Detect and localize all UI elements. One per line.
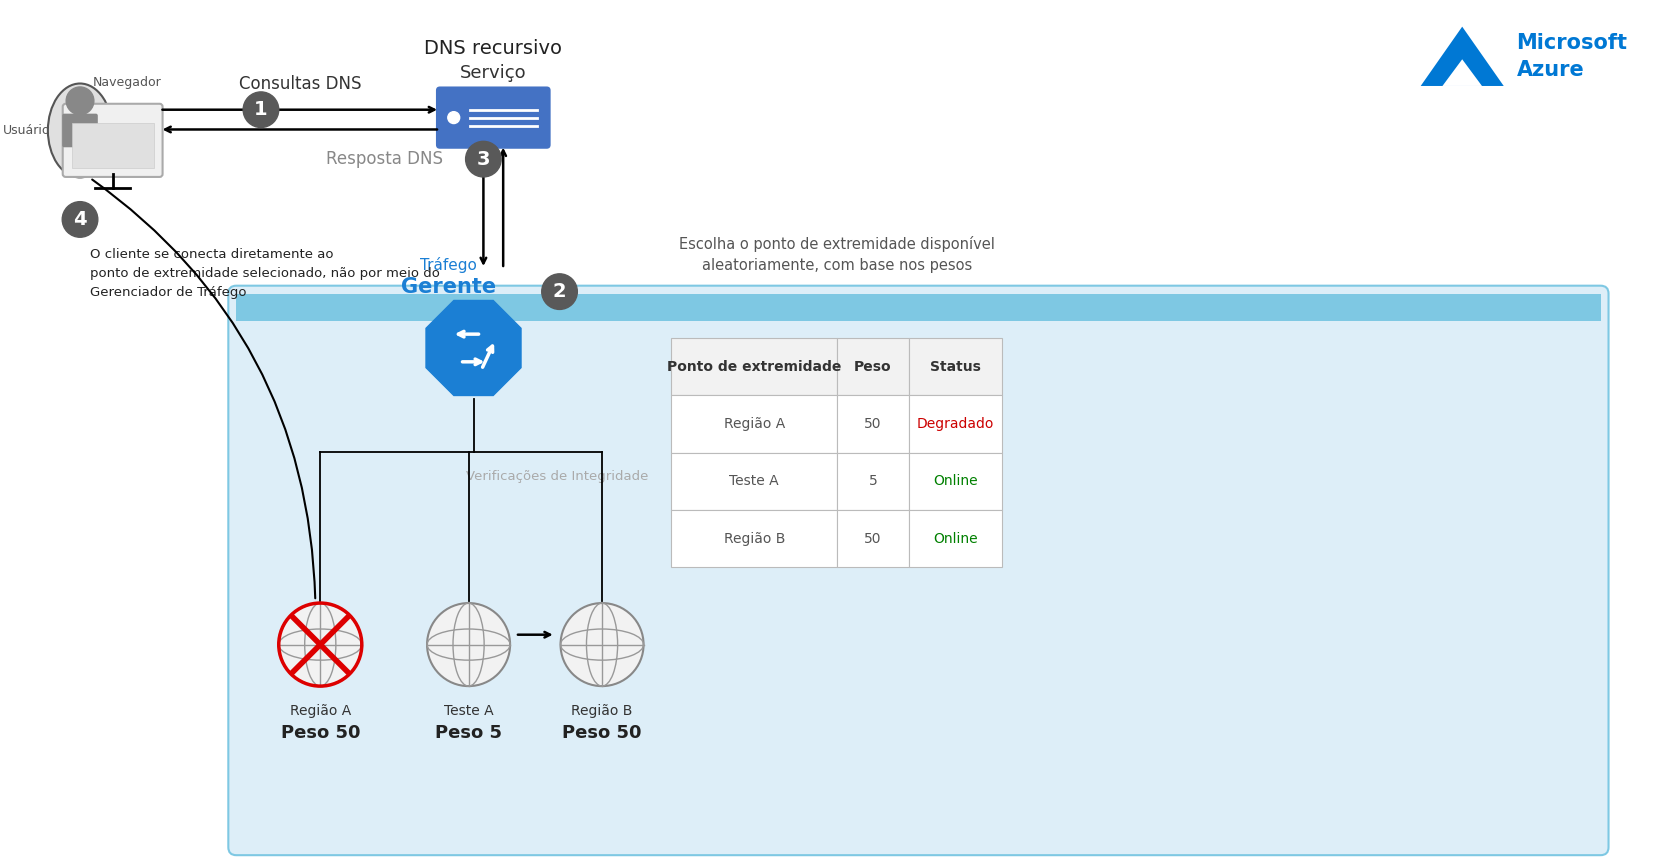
FancyBboxPatch shape: [435, 87, 551, 149]
Text: O cliente se conecta diretamente ao
ponto de extremidade selecionado, não por me: O cliente se conecta diretamente ao pont…: [89, 248, 440, 299]
Bar: [237, 294, 1600, 322]
Text: Região B: Região B: [723, 531, 784, 546]
Polygon shape: [425, 301, 521, 395]
Text: Ponto de extremidade: Ponto de extremidade: [667, 360, 841, 374]
Text: Degradado: Degradado: [917, 417, 995, 431]
FancyBboxPatch shape: [63, 114, 98, 147]
Circle shape: [243, 92, 278, 127]
Bar: [71, 122, 154, 168]
Polygon shape: [1420, 27, 1504, 86]
Bar: [837, 510, 909, 568]
Circle shape: [449, 112, 460, 123]
Bar: [909, 510, 1003, 568]
Text: Tráfego: Tráfego: [420, 257, 477, 273]
Bar: [837, 395, 909, 453]
Bar: [672, 395, 837, 453]
Text: 5: 5: [869, 474, 877, 488]
Text: DNS recursivo: DNS recursivo: [424, 39, 563, 58]
FancyBboxPatch shape: [228, 286, 1609, 855]
Text: Peso: Peso: [854, 360, 892, 374]
Circle shape: [541, 274, 578, 310]
Text: Teste A: Teste A: [444, 704, 493, 718]
Text: 50: 50: [864, 531, 882, 546]
Text: Peso 5: Peso 5: [435, 724, 501, 741]
Circle shape: [465, 141, 501, 177]
Circle shape: [63, 202, 98, 238]
Text: Peso 50: Peso 50: [280, 724, 361, 741]
Text: 2: 2: [553, 282, 566, 301]
Polygon shape: [1443, 59, 1481, 86]
Text: Resposta DNS: Resposta DNS: [326, 150, 444, 168]
Text: Gerente: Gerente: [401, 277, 496, 297]
Text: Serviço: Serviço: [460, 63, 526, 81]
Text: Região B: Região B: [571, 704, 632, 718]
Ellipse shape: [48, 83, 113, 178]
Text: Status: Status: [930, 360, 981, 374]
Circle shape: [66, 87, 94, 114]
Bar: [909, 338, 1003, 395]
Bar: [837, 338, 909, 395]
FancyArrowPatch shape: [93, 179, 314, 598]
Text: Região A: Região A: [723, 417, 784, 431]
Text: 4: 4: [73, 210, 86, 229]
Circle shape: [561, 603, 644, 686]
Bar: [672, 338, 837, 395]
Text: Consultas DNS: Consultas DNS: [238, 75, 361, 93]
Bar: [909, 395, 1003, 453]
Text: Usuário: Usuário: [3, 124, 50, 137]
Bar: [909, 453, 1003, 510]
Text: Região A: Região A: [290, 704, 351, 718]
Text: 1: 1: [255, 101, 268, 119]
Circle shape: [427, 603, 510, 686]
Bar: [672, 453, 837, 510]
Bar: [837, 453, 909, 510]
Text: 3: 3: [477, 150, 490, 169]
Circle shape: [278, 603, 362, 686]
Text: 50: 50: [864, 417, 882, 431]
Bar: [672, 510, 837, 568]
Text: Escolha o ponto de extremidade disponível
aleatoriamente, com base nos pesos: Escolha o ponto de extremidade disponíve…: [679, 236, 995, 272]
Text: Teste A: Teste A: [730, 474, 780, 488]
Text: Online: Online: [933, 474, 978, 488]
Text: Peso 50: Peso 50: [563, 724, 642, 741]
Text: Online: Online: [933, 531, 978, 546]
Text: Verificações de Integridade: Verificações de Integridade: [467, 470, 649, 483]
FancyBboxPatch shape: [63, 104, 162, 177]
Text: Navegador: Navegador: [93, 76, 162, 89]
Text: Microsoft
Azure: Microsoft Azure: [1516, 33, 1627, 80]
